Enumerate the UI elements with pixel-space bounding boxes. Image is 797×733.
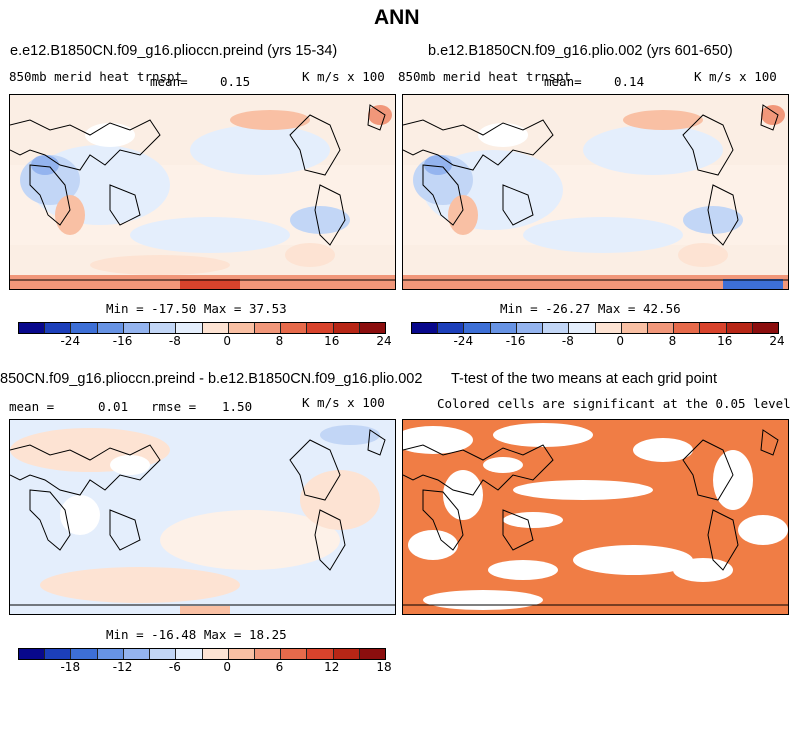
- panel4-subtitle: Colored cells are significant at the 0.0…: [437, 396, 791, 411]
- colorbar-swatch: [45, 323, 72, 333]
- colorbar-swatch: [254, 649, 282, 659]
- colorbar-swatch: [176, 323, 203, 333]
- colorbar-swatch: [307, 323, 334, 333]
- colorbar-tick-label: 0: [616, 334, 624, 348]
- colorbar-tick-label: 8: [275, 334, 284, 348]
- colorbar-swatch: [359, 323, 386, 333]
- panel3-mean-value: 0.01: [98, 399, 129, 414]
- colorbar-swatch: [307, 649, 334, 659]
- panel4-signif-plot: [403, 420, 788, 614]
- colorbar-swatch: [71, 649, 98, 659]
- panel2-title: b.e12.B1850CN.f09_g16.plio.002 (yrs 601-…: [428, 43, 733, 59]
- panel4-map: [402, 419, 789, 615]
- panel3-units: K m/s x 100: [302, 395, 385, 410]
- colorbar-tick-label: 0: [223, 334, 231, 348]
- colorbar-swatch: [202, 323, 229, 333]
- colorbar-swatch: [621, 323, 648, 333]
- colorbar-swatch: [176, 649, 203, 659]
- panel2-mean-label: mean=: [544, 74, 582, 89]
- colorbar-swatch: [359, 649, 386, 659]
- colorbar-tick-label: -8: [561, 334, 574, 348]
- colorbar-swatch: [595, 323, 622, 333]
- colorbar-swatch: [490, 323, 517, 333]
- colorbar-swatch: [71, 323, 98, 333]
- colorbar-tick-label: 12: [324, 660, 340, 674]
- colorbar-swatch: [150, 649, 177, 659]
- colorbar-swatch: [150, 323, 177, 333]
- colorbar-swatch: [569, 323, 596, 333]
- colorbar-tick-label: 16: [717, 334, 733, 348]
- panel3-diff-plot: [10, 420, 395, 614]
- panel3-title: 850CN.f09_g16.plioccn.preind - b.e12.B18…: [0, 371, 423, 387]
- colorbar-swatch: [412, 323, 439, 333]
- panel1-colorbar: [18, 322, 386, 334]
- colorbar-tick-label: 6: [275, 660, 284, 674]
- colorbar-tick-label: -16: [112, 334, 133, 348]
- colorbar-swatch: [281, 649, 308, 659]
- colorbar-swatch: [726, 323, 753, 333]
- colorbar-swatch: [228, 649, 255, 659]
- panel2-variable: 850mb merid heat trnspt: [398, 69, 572, 84]
- panel2-field-plot: [403, 95, 788, 289]
- panel1-title: e.e12.B1850CN.f09_g16.plioccn.preind (yr…: [10, 43, 338, 59]
- colorbar-swatch: [647, 323, 675, 333]
- colorbar-swatch: [674, 323, 701, 333]
- colorbar-swatch: [438, 323, 465, 333]
- colorbar-tick-label: -24: [453, 334, 474, 348]
- colorbar-tick-label: 0: [223, 660, 231, 674]
- colorbar-swatch: [281, 323, 308, 333]
- panel1-variable: 850mb merid heat trnspt: [9, 69, 183, 84]
- colorbar-tick-label: 24: [376, 334, 392, 348]
- panel3-colorbar: [18, 648, 386, 660]
- colorbar-swatch: [202, 649, 229, 659]
- panel1-units: K m/s x 100: [302, 69, 385, 84]
- panel2-map: [402, 94, 789, 290]
- panel3-rmse-label: rmse =: [151, 399, 197, 414]
- colorbar-tick-label: 18: [376, 660, 392, 674]
- main-title: ANN: [374, 6, 420, 29]
- colorbar-tick-label: -18: [60, 660, 81, 674]
- colorbar-tick-label: -8: [168, 334, 181, 348]
- panel3-minmax: Min = -16.48 Max = 18.25: [106, 627, 287, 642]
- panel4-title: T-test of the two means at each grid poi…: [451, 371, 717, 387]
- colorbar-swatch: [516, 323, 544, 333]
- panel3-mean-label: mean =: [9, 399, 55, 414]
- colorbar-swatch: [333, 649, 360, 659]
- colorbar-swatch: [19, 323, 46, 333]
- colorbar-tick-label: -16: [505, 334, 526, 348]
- panel2-units: K m/s x 100: [694, 69, 777, 84]
- colorbar-swatch: [333, 323, 360, 333]
- colorbar-swatch: [97, 323, 124, 333]
- panel3-rmse-value: 1.50: [222, 399, 253, 414]
- panel1-mean-value: 0.15: [220, 74, 251, 89]
- colorbar-swatch: [97, 649, 124, 659]
- colorbar-tick-label: 8: [668, 334, 677, 348]
- panel2-minmax: Min = -26.27 Max = 42.56: [500, 301, 681, 316]
- colorbar-swatch: [464, 323, 491, 333]
- colorbar-tick-label: 24: [769, 334, 785, 348]
- colorbar-swatch: [700, 323, 727, 333]
- colorbar-swatch: [123, 649, 151, 659]
- panel3-map: [9, 419, 396, 615]
- panel1-minmax: Min = -17.50 Max = 37.53: [106, 301, 287, 316]
- colorbar-swatch: [752, 323, 779, 333]
- panel2-mean-value: 0.14: [614, 74, 645, 89]
- colorbar-swatch: [228, 323, 255, 333]
- colorbar-swatch: [45, 649, 72, 659]
- colorbar-tick-label: -24: [60, 334, 81, 348]
- colorbar-swatch: [123, 323, 151, 333]
- colorbar-tick-label: 16: [324, 334, 340, 348]
- colorbar-swatch: [254, 323, 282, 333]
- panel1-mean-label: mean=: [150, 74, 188, 89]
- panel2-colorbar: [411, 322, 779, 334]
- colorbar-swatch: [19, 649, 46, 659]
- colorbar-tick-label: -12: [112, 660, 133, 674]
- panel1-field-plot: [10, 95, 395, 289]
- colorbar-swatch: [543, 323, 570, 333]
- colorbar-tick-label: -6: [168, 660, 181, 674]
- panel1-map: [9, 94, 396, 290]
